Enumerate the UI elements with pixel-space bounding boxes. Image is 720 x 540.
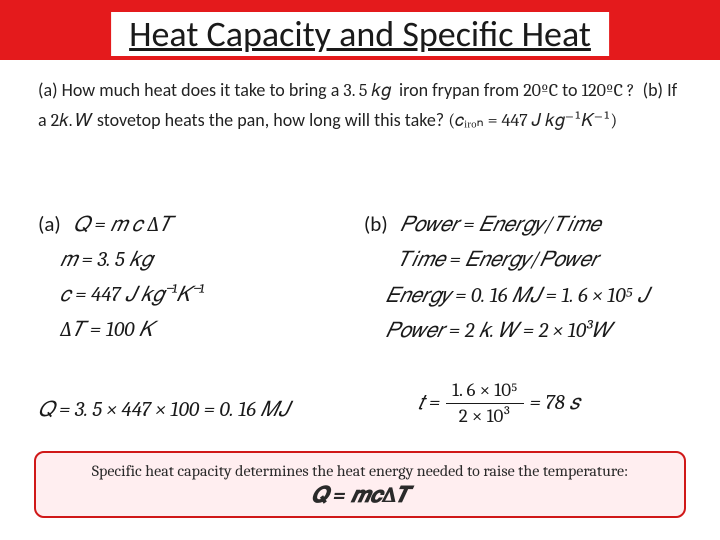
- eq-a-c: 𝑐 = 447 𝐽 𝑘𝑔⁻¹𝐾⁻¹: [60, 283, 340, 307]
- eq-b-power-val: 𝑃𝑜𝑤𝑒𝑟 = 2 𝑘. 𝑊 = 2 × 10³𝑊: [386, 319, 690, 343]
- c-iron: (𝑐ᵢᵣₒₙ = 447 𝐽 𝑘𝑔⁻¹𝐾⁻¹): [448, 110, 617, 131]
- eq-a-main: (a) 𝑄 = 𝑚 𝑐 ∆𝑇: [38, 211, 340, 237]
- q2-post: stovetop heats the pan, how long will th…: [97, 109, 444, 131]
- summary-emph: Specific heat capacity: [92, 462, 232, 480]
- eq-q-mcdt: 𝑄 = 𝑚 𝑐 ∆𝑇: [73, 213, 172, 237]
- col-a-label: (a): [38, 211, 61, 237]
- t-numerator: 1. 6 × 10⁵: [446, 378, 524, 404]
- eq-b-power: (b) 𝑃𝑜𝑤𝑒𝑟 = 𝐸𝑛𝑒𝑟𝑔𝑦/𝑇𝑖𝑚𝑒: [364, 211, 690, 237]
- q1-pre: How much heat does it take to bring a: [62, 79, 340, 101]
- t-lhs: 𝑡 =: [418, 391, 440, 415]
- problem-statement: (a) How much heat does it take to bring …: [38, 76, 682, 135]
- eq-power-def: 𝑃𝑜𝑤𝑒𝑟 = 𝐸𝑛𝑒𝑟𝑔𝑦/𝑇𝑖𝑚𝑒: [400, 213, 600, 237]
- mass-value: 3. 5 𝑘𝑔: [343, 80, 390, 101]
- summary-equation: 𝑸 = 𝒎𝒄∆𝑻: [50, 482, 670, 508]
- t-denominator: 2 × 10³: [453, 404, 517, 428]
- eq-b-time: 𝑇𝑖𝑚𝑒 = 𝐸𝑛𝑒𝑟𝑔𝑦/𝑃𝑜𝑤𝑒𝑟: [398, 248, 690, 272]
- q1-mid: iron frypan from: [399, 79, 519, 101]
- temp2: 120ºC ?: [582, 80, 635, 101]
- part-a-label: (a): [38, 79, 58, 101]
- t-fraction: 1. 6 × 10⁵ 2 × 10³: [446, 378, 524, 428]
- result-b: 𝑡 = 1. 6 × 10⁵ 2 × 10³ = 78 𝑠: [418, 378, 580, 428]
- col-b-label: (b): [364, 211, 388, 237]
- summary-rest: determines the heat energy needed to rai…: [232, 462, 629, 480]
- to-word: to: [562, 79, 577, 101]
- eq-a-m: 𝑚 = 3. 5 𝑘𝑔: [60, 248, 340, 272]
- column-a: (a) 𝑄 = 𝑚 𝑐 ∆𝑇 𝑚 = 3. 5 𝑘𝑔 𝑐 = 447 𝐽 𝑘𝑔⁻…: [38, 200, 340, 354]
- summary-box: Specific heat capacity determines the he…: [34, 451, 686, 518]
- eq-b-energy: 𝐸𝑛𝑒𝑟𝑔𝑦 = 0. 16 𝑀𝐽 = 1. 6 × 10⁵ 𝐽: [386, 283, 690, 308]
- stovetop-power: 2𝑘. 𝑊: [51, 110, 93, 131]
- part-b-label: (b): [643, 79, 663, 101]
- column-b: (b) 𝑃𝑜𝑤𝑒𝑟 = 𝐸𝑛𝑒𝑟𝑔𝑦/𝑇𝑖𝑚𝑒 𝑇𝑖𝑚𝑒 = 𝐸𝑛𝑒𝑟𝑔𝑦/𝑃𝑜…: [364, 200, 690, 354]
- summary-text: Specific heat capacity determines the he…: [50, 462, 670, 480]
- t-rhs: = 78 𝑠: [530, 391, 580, 415]
- result-a: 𝑄 = 3. 5 × 447 × 100 = 0. 16 𝑀𝐽: [38, 398, 290, 422]
- temp1: 20ºC: [523, 80, 558, 101]
- solution-columns: (a) 𝑄 = 𝑚 𝑐 ∆𝑇 𝑚 = 3. 5 𝑘𝑔 𝑐 = 447 𝐽 𝑘𝑔⁻…: [38, 200, 690, 354]
- eq-a-dt: ∆𝑇 = 100 𝐾: [60, 318, 340, 342]
- page-title: Heat Capacity and Specific Heat: [111, 12, 609, 56]
